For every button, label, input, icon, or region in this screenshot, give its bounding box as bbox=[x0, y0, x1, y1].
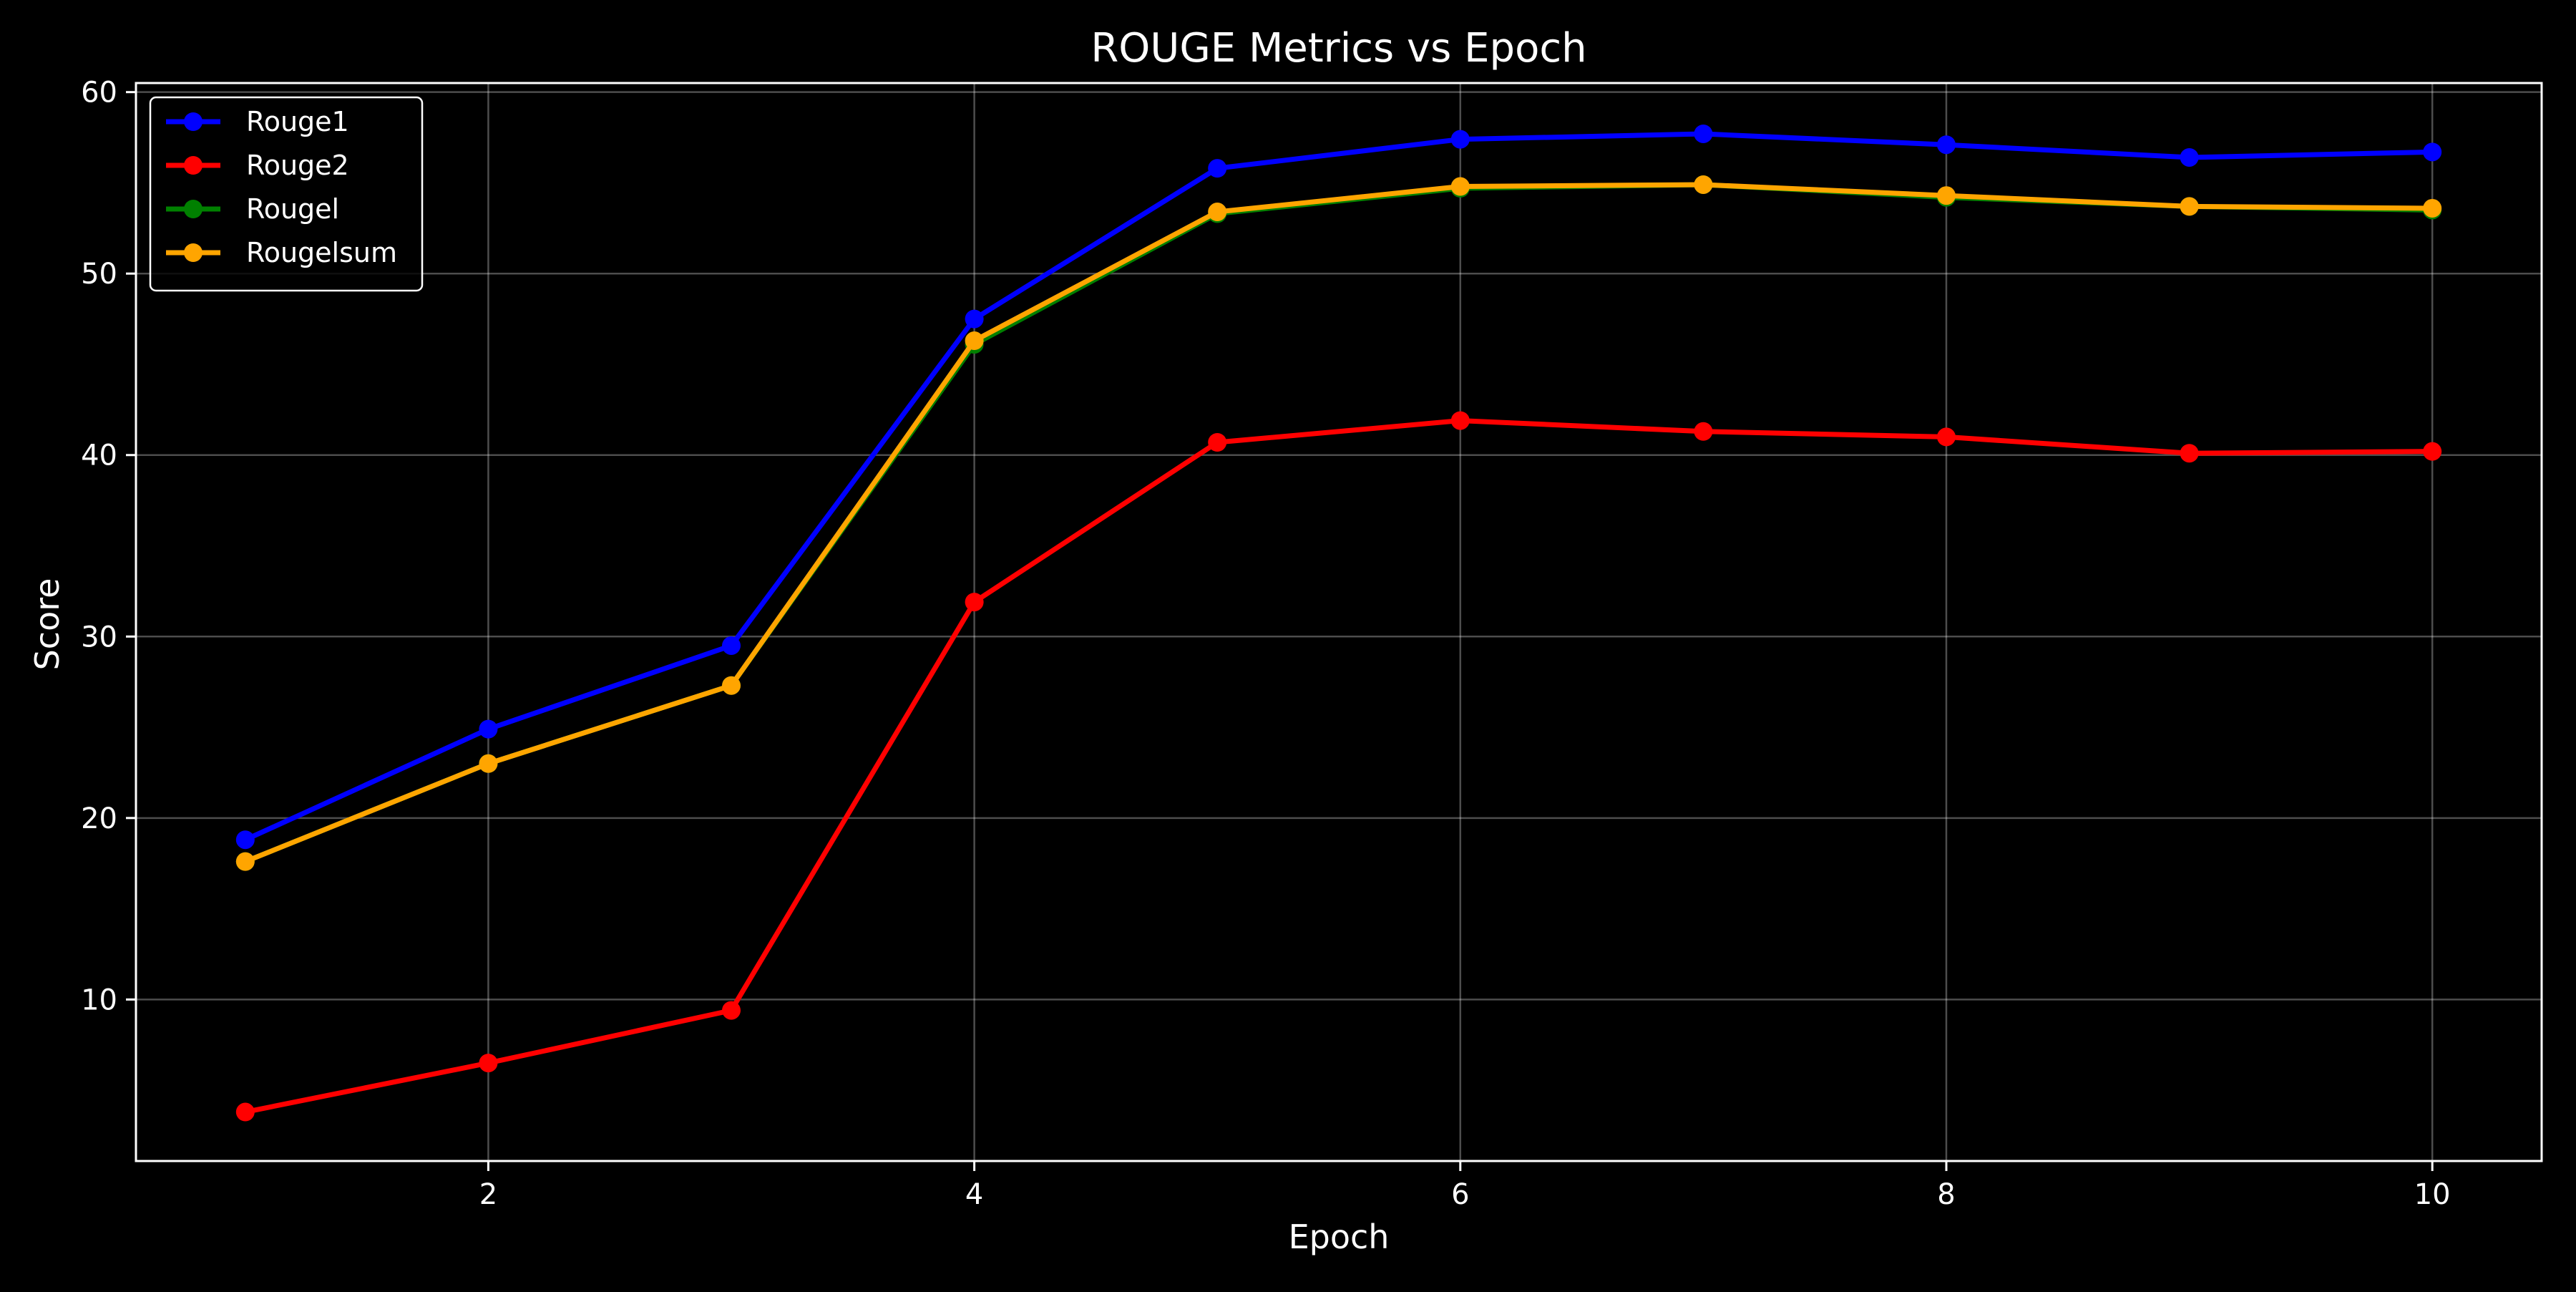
axis-ticks: 2 4 6 8 10 10 20 30 40 50 60 bbox=[81, 77, 2451, 1211]
x-tick-label: 6 bbox=[1451, 1178, 1469, 1211]
data-point-rouge2 bbox=[1450, 411, 1470, 430]
y-tick-label: 10 bbox=[81, 983, 117, 1016]
legend-label-rouge2: Rouge2 bbox=[246, 150, 349, 181]
data-point-rouge1 bbox=[722, 636, 741, 655]
data-point-rouge1 bbox=[965, 309, 984, 329]
series-line-rouge1 bbox=[243, 131, 2435, 842]
data-point-rouge2 bbox=[722, 1001, 741, 1020]
data-point-rougelsum bbox=[1936, 186, 1956, 205]
legend-label-rouge1: Rouge1 bbox=[246, 106, 349, 137]
y-tick-label: 40 bbox=[81, 439, 117, 472]
x-tick-label: 2 bbox=[479, 1178, 497, 1211]
x-axis-label: Epoch bbox=[1289, 1218, 1390, 1256]
data-point-rougelsum bbox=[235, 852, 255, 871]
y-tick-label: 20 bbox=[81, 802, 117, 835]
legend-label-rougel: Rougel bbox=[246, 193, 339, 225]
data-point-rouge2 bbox=[1694, 422, 1713, 441]
data-point-rougelsum bbox=[965, 331, 984, 351]
legend-marker-rougelsum bbox=[184, 243, 203, 262]
x-tick-label: 4 bbox=[965, 1178, 983, 1211]
data-point-rougelsum bbox=[1450, 177, 1470, 196]
legend-marker-rouge1 bbox=[184, 112, 203, 131]
legend-box bbox=[149, 96, 424, 292]
data-point-rouge1 bbox=[1694, 124, 1713, 143]
data-point-rouge1 bbox=[2423, 142, 2442, 162]
x-tick-label: 10 bbox=[2414, 1178, 2451, 1211]
data-point-rouge1 bbox=[235, 830, 255, 850]
data-point-rouge1 bbox=[1450, 130, 1470, 149]
data-point-rougelsum bbox=[722, 676, 741, 695]
grid-lines bbox=[136, 83, 2542, 1161]
data-point-rougelsum bbox=[479, 754, 498, 773]
data-point-rougelsum bbox=[2423, 198, 2442, 218]
data-point-rouge2 bbox=[2423, 442, 2442, 461]
data-point-rouge2 bbox=[2180, 444, 2199, 463]
legend-marker-rouge2 bbox=[184, 156, 203, 175]
y-tick-label: 60 bbox=[81, 77, 117, 110]
series-line-rougelsum bbox=[243, 182, 2435, 865]
series-line-rougel bbox=[243, 182, 2435, 865]
data-point-rouge2 bbox=[1936, 427, 1956, 447]
x-tick-label: 8 bbox=[1937, 1178, 1955, 1211]
series-group bbox=[235, 124, 2442, 1122]
y-tick-label: 50 bbox=[81, 258, 117, 291]
data-point-rouge2 bbox=[235, 1102, 255, 1122]
y-tick-label: 30 bbox=[81, 621, 117, 654]
legend-marker-rougel bbox=[184, 200, 203, 218]
chart-title: ROUGE Metrics vs Epoch bbox=[1091, 25, 1586, 72]
data-point-rouge2 bbox=[479, 1054, 498, 1073]
data-point-rouge1 bbox=[479, 719, 498, 739]
data-point-rouge2 bbox=[965, 593, 984, 612]
data-point-rouge1 bbox=[1208, 159, 1227, 178]
legend: Rouge1 Rouge2 Rougel Rougelsum bbox=[149, 96, 424, 292]
plot-frame bbox=[135, 82, 2543, 1162]
data-point-rouge1 bbox=[1936, 135, 1956, 155]
data-point-rouge2 bbox=[1208, 433, 1227, 452]
legend-label-rougelsum: Rougelsum bbox=[246, 237, 397, 268]
data-point-rougelsum bbox=[2180, 197, 2199, 216]
data-point-rougelsum bbox=[1694, 175, 1713, 194]
data-point-rougelsum bbox=[1208, 203, 1227, 222]
series-line-rouge2 bbox=[243, 418, 2435, 1115]
y-axis-label: Score bbox=[28, 578, 67, 671]
data-point-rouge1 bbox=[2180, 147, 2199, 167]
